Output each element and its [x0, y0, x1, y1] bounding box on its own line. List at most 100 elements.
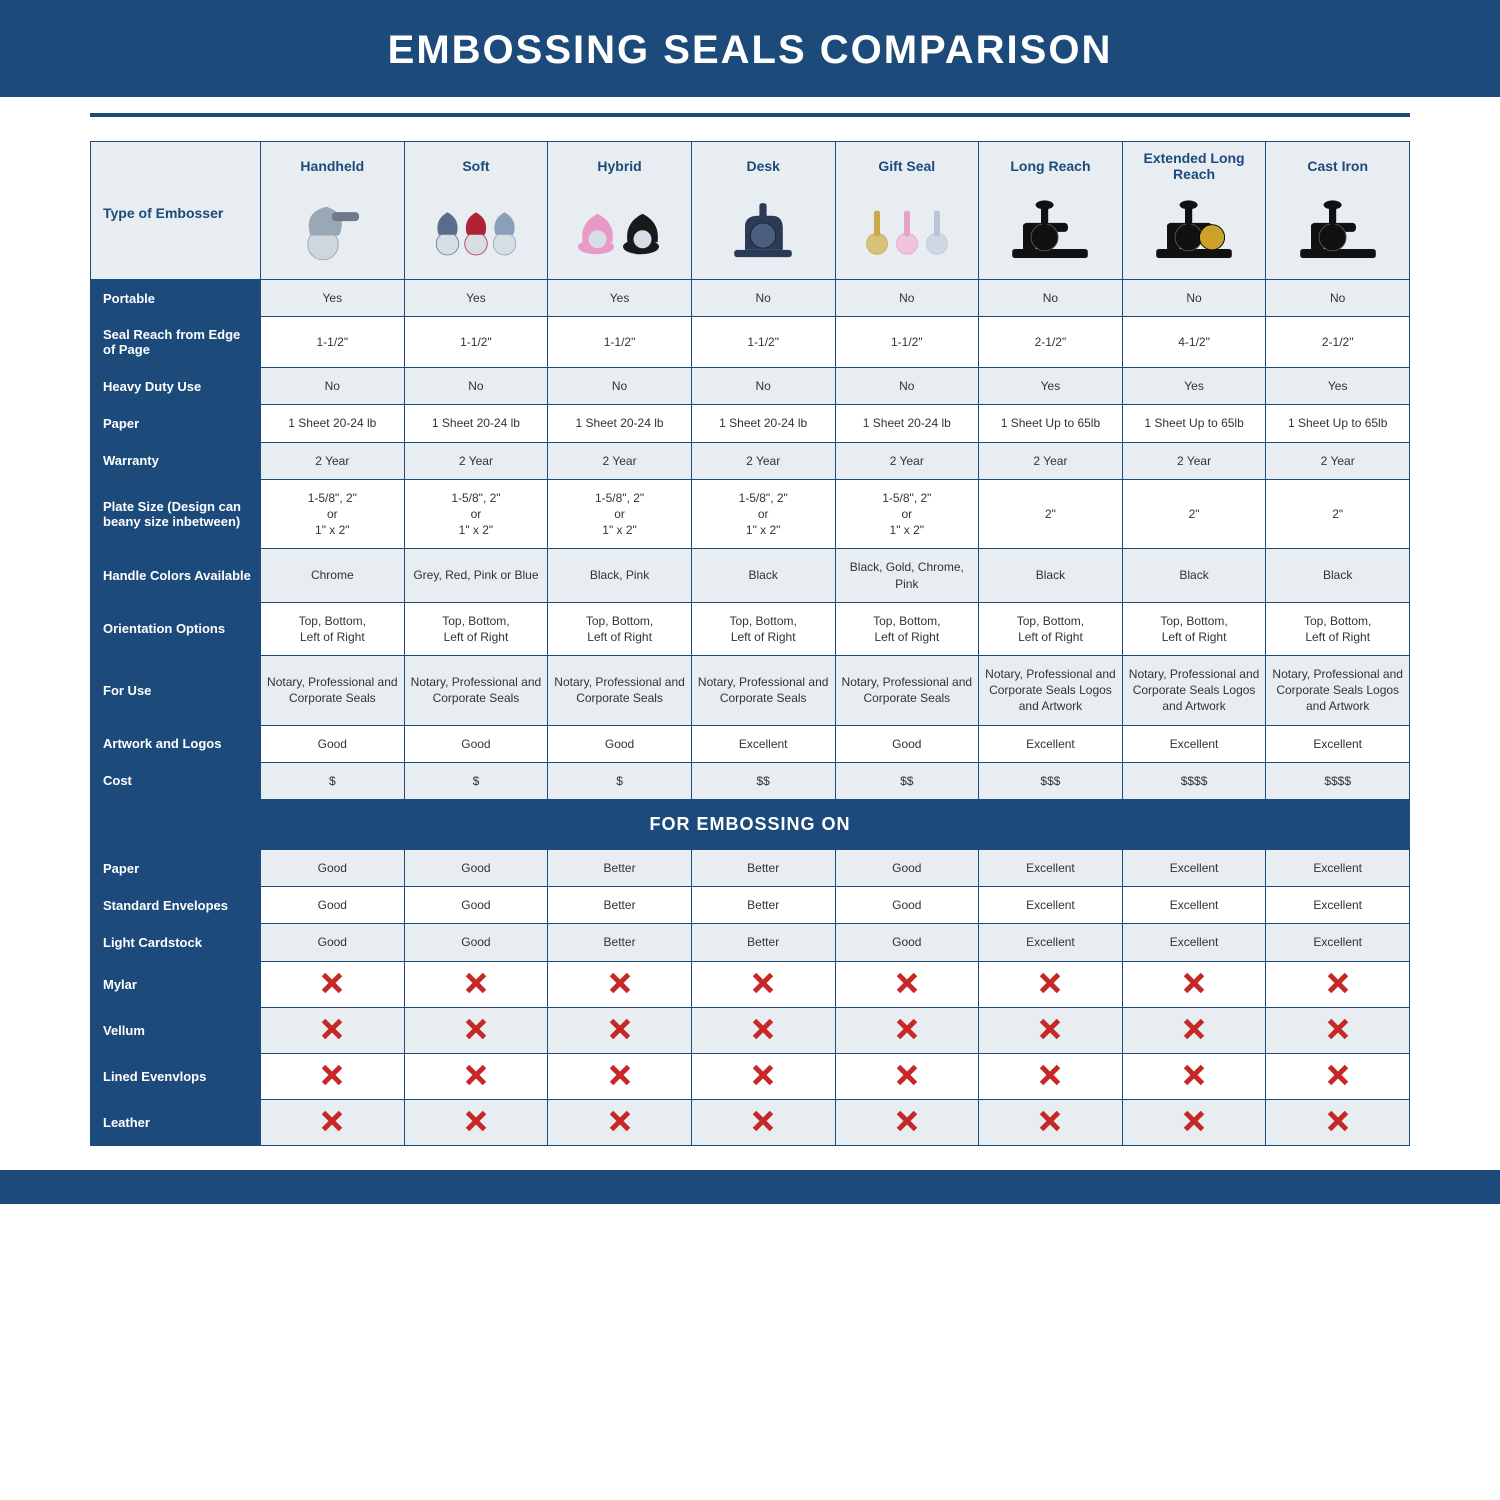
not-supported-icon — [1039, 972, 1061, 994]
table-cell — [1266, 1099, 1410, 1145]
not-supported-icon — [752, 1018, 774, 1040]
table-cell: 2 Year — [979, 442, 1123, 479]
table-cell: Good — [835, 887, 979, 924]
embosser-icon — [691, 186, 835, 280]
table-cell: Top, Bottom,Left of Right — [404, 602, 548, 655]
footer-bar — [0, 1170, 1500, 1204]
table-row: Heavy Duty UseNoNoNoNoNoYesYesYes — [91, 368, 1410, 405]
table-row: Leather — [91, 1099, 1410, 1145]
table-cell: No — [1122, 280, 1266, 317]
table-cell: Good — [261, 725, 405, 762]
table-cell — [691, 1007, 835, 1053]
table-cell — [261, 1007, 405, 1053]
table-cell — [691, 1099, 835, 1145]
row-label: Seal Reach from Edge of Page — [91, 317, 261, 368]
table-cell: 1-1/2" — [261, 317, 405, 368]
table-cell: Excellent — [979, 725, 1123, 762]
table-cell: Notary, Professional and Corporate Seals — [548, 656, 692, 726]
table-cell: Black — [1122, 549, 1266, 602]
row-label: Warranty — [91, 442, 261, 479]
table-cell: Yes — [1122, 368, 1266, 405]
table-cell: 2 Year — [548, 442, 692, 479]
not-supported-icon — [609, 972, 631, 994]
table-row: Vellum — [91, 1007, 1410, 1053]
not-supported-icon — [465, 1064, 487, 1086]
table-cell: Excellent — [1122, 924, 1266, 961]
table-cell: No — [835, 368, 979, 405]
table-cell — [979, 1007, 1123, 1053]
table-row: Artwork and LogosGoodGoodGoodExcellentGo… — [91, 725, 1410, 762]
not-supported-icon — [1327, 972, 1349, 994]
table-row: Orientation OptionsTop, Bottom,Left of R… — [91, 602, 1410, 655]
embosser-image-row — [91, 186, 1410, 280]
table-cell: Yes — [979, 368, 1123, 405]
column-header: Hybrid — [548, 142, 692, 187]
row-label: Paper — [91, 850, 261, 887]
table-cell — [691, 1053, 835, 1099]
table-cell: Notary, Professional and Corporate Seals — [835, 656, 979, 726]
table-cell — [1122, 1099, 1266, 1145]
table-cell: No — [691, 280, 835, 317]
table-cell: 2-1/2" — [1266, 317, 1410, 368]
table-row: Seal Reach from Edge of Page1-1/2"1-1/2"… — [91, 317, 1410, 368]
table-cell: Better — [548, 887, 692, 924]
table-cell: Good — [835, 924, 979, 961]
table-cell — [548, 961, 692, 1007]
table-cell: Black — [1266, 549, 1410, 602]
table-cell: 1 Sheet 20-24 lb — [835, 405, 979, 442]
table-cell: Excellent — [1266, 924, 1410, 961]
table-cell: Excellent — [979, 887, 1123, 924]
table-cell: 2 Year — [1122, 442, 1266, 479]
column-header: Handheld — [261, 142, 405, 187]
table-cell: Top, Bottom,Left of Right — [691, 602, 835, 655]
table-cell: Good — [261, 887, 405, 924]
row-label: Artwork and Logos — [91, 725, 261, 762]
for-embossing-on-header: FOR EMBOSSING ON — [91, 800, 1410, 850]
embosser-icon — [548, 186, 692, 280]
table-row: Paper1 Sheet 20-24 lb1 Sheet 20-24 lb1 S… — [91, 405, 1410, 442]
row-label: Paper — [91, 405, 261, 442]
table-cell: Excellent — [1266, 887, 1410, 924]
table-cell — [979, 1099, 1123, 1145]
table-cell: No — [261, 368, 405, 405]
table-row: For UseNotary, Professional and Corporat… — [91, 656, 1410, 726]
table-cell: 2 Year — [404, 442, 548, 479]
not-supported-icon — [321, 1018, 343, 1040]
table-cell — [548, 1007, 692, 1053]
table-cell: Top, Bottom,Left of Right — [548, 602, 692, 655]
not-supported-icon — [609, 1110, 631, 1132]
table-cell — [1266, 1007, 1410, 1053]
not-supported-icon — [1327, 1018, 1349, 1040]
not-supported-icon — [896, 1018, 918, 1040]
table-cell: Notary, Professional and Corporate Seals — [404, 656, 548, 726]
row-label: Portable — [91, 280, 261, 317]
table-cell: Excellent — [1122, 850, 1266, 887]
not-supported-icon — [752, 972, 774, 994]
table-cell: 1 Sheet 20-24 lb — [548, 405, 692, 442]
table-row: Warranty2 Year2 Year2 Year2 Year2 Year2 … — [91, 442, 1410, 479]
not-supported-icon — [1183, 1018, 1205, 1040]
table-cell: Good — [404, 725, 548, 762]
column-header: Long Reach — [979, 142, 1123, 187]
not-supported-icon — [465, 1110, 487, 1132]
table-cell: Excellent — [1266, 850, 1410, 887]
not-supported-icon — [1039, 1110, 1061, 1132]
table-cell — [835, 1007, 979, 1053]
not-supported-icon — [752, 1110, 774, 1132]
table-cell: 2" — [1266, 479, 1410, 549]
table-cell: Notary, Professional and Corporate Seals… — [1266, 656, 1410, 726]
not-supported-icon — [609, 1064, 631, 1086]
embosser-icon — [1266, 186, 1410, 280]
table-cell: No — [691, 368, 835, 405]
title-rule — [90, 113, 1410, 117]
table-cell — [835, 961, 979, 1007]
table-cell: $ — [404, 762, 548, 799]
comparison-table-wrap: Type of Embosser HandheldSoftHybridDeskG… — [0, 141, 1500, 1146]
table-row: Lined Evenvlops — [91, 1053, 1410, 1099]
table-cell — [835, 1053, 979, 1099]
table-cell: Better — [691, 850, 835, 887]
not-supported-icon — [1327, 1064, 1349, 1086]
table-cell — [261, 961, 405, 1007]
table-cell — [548, 1053, 692, 1099]
table-cell: Excellent — [979, 924, 1123, 961]
